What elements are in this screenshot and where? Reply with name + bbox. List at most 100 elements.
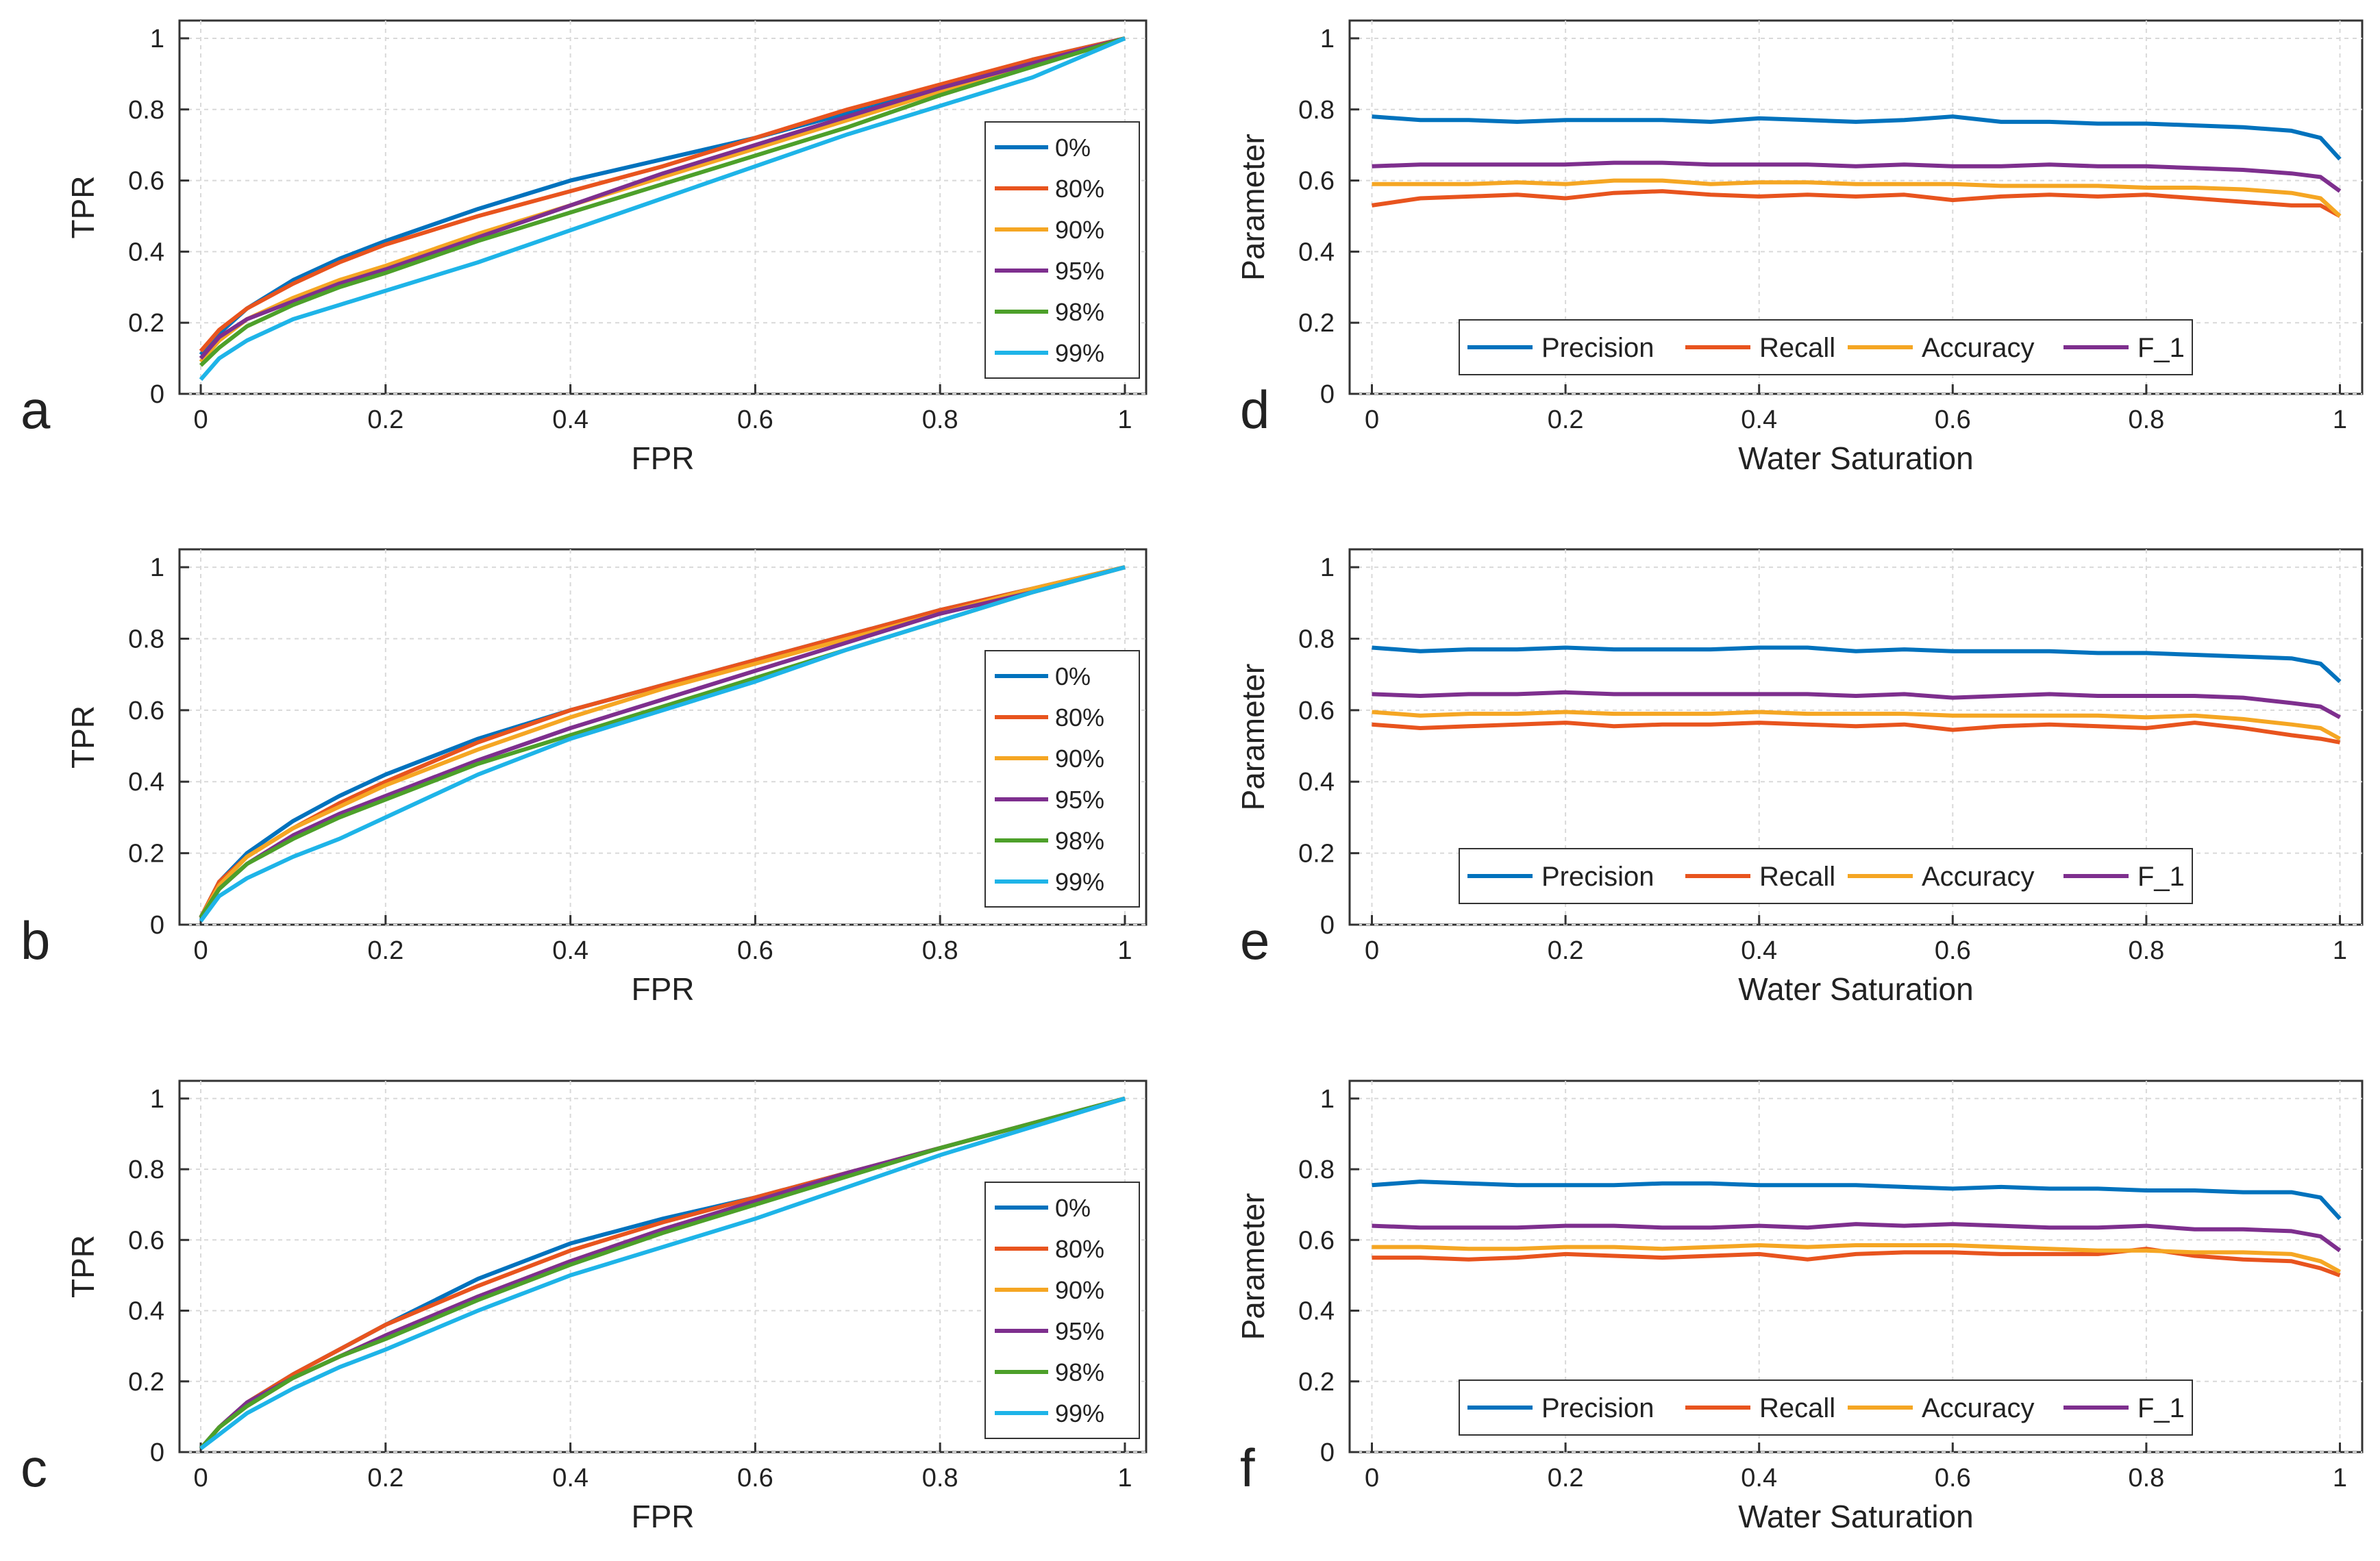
x-tick-label: 0.2 xyxy=(367,405,404,434)
x-tick-label: 0.4 xyxy=(1741,1464,1777,1493)
y-tick-label: 0.2 xyxy=(128,309,164,338)
y-tick-label: 1 xyxy=(1320,553,1335,582)
x-tick-label: 0 xyxy=(1365,405,1379,434)
legend-entry: 0% xyxy=(1055,662,1091,690)
legend-entry: 90% xyxy=(1055,745,1104,773)
series-line-c-4 xyxy=(199,1096,1126,1450)
legend-entry: Accuracy xyxy=(1922,1393,2035,1423)
x-tick-label: 0.2 xyxy=(367,936,404,965)
series-line-e-2 xyxy=(1372,710,2341,741)
series-line-f-2 xyxy=(1372,1243,2341,1274)
legend-entry: F_1 xyxy=(2137,1393,2185,1423)
legend-entry: 95% xyxy=(1055,1317,1104,1345)
x-tick-label: 0 xyxy=(193,1464,208,1493)
legend-entry: 99% xyxy=(1055,868,1104,896)
series-line-a-1 xyxy=(199,36,1126,353)
panel-label: e xyxy=(1240,910,1269,971)
series-line-f-0 xyxy=(1372,1179,2342,1221)
x-tick-label: 1 xyxy=(2333,405,2347,434)
legend-entry: 99% xyxy=(1055,339,1104,367)
x-tick-label: 0.8 xyxy=(2128,1464,2164,1493)
panel-label: f xyxy=(1240,1438,1255,1498)
y-tick-label: 0 xyxy=(1320,380,1335,409)
y-tick-label: 0.4 xyxy=(128,768,164,797)
y-tick-label: 0.2 xyxy=(128,840,164,869)
y-tick-label: 0.8 xyxy=(128,96,164,125)
x-tick-label: 0.4 xyxy=(1741,405,1777,434)
legend-entry: 99% xyxy=(1055,1399,1104,1427)
y-tick-label: 0 xyxy=(150,380,164,409)
series-line-f-1 xyxy=(1372,1247,2341,1277)
series-line-c-5 xyxy=(199,1096,1126,1451)
series-line-d-0 xyxy=(1372,114,2342,161)
y-tick-label: 0.8 xyxy=(1298,625,1335,653)
legend: Precision Recall Accuracy F_1 xyxy=(1459,848,2193,904)
x-tick-label: 0.8 xyxy=(922,405,958,434)
y-tick-label: 0.4 xyxy=(1298,768,1335,797)
legend-entry: 95% xyxy=(1055,786,1104,814)
legend: 0% 80% 90% 95% 98% 99% xyxy=(984,650,1140,908)
y-axis-label: Parameter xyxy=(1235,664,1271,811)
y-tick-label: 1 xyxy=(150,1085,164,1114)
legend-box xyxy=(984,650,1140,908)
series-line-a-3 xyxy=(199,36,1126,360)
legend-entry: Precision xyxy=(1541,333,1654,363)
x-tick-label: 0.6 xyxy=(737,936,773,965)
y-tick-label: 0 xyxy=(1320,911,1335,940)
legend: Precision Recall Accuracy F_1 xyxy=(1459,319,2193,375)
y-tick-label: 0.2 xyxy=(1298,309,1335,338)
y-tick-label: 0.6 xyxy=(128,697,164,725)
y-tick-label: 1 xyxy=(150,25,164,53)
y-tick-label: 0.8 xyxy=(128,1156,164,1184)
legend-entry: Recall xyxy=(1759,862,1835,892)
y-tick-label: 1 xyxy=(150,553,164,582)
series-line-d-2 xyxy=(1372,178,2342,218)
legend-entry: Accuracy xyxy=(1922,333,2035,363)
y-tick-label: 0 xyxy=(150,1438,164,1467)
x-tick-label: 0.6 xyxy=(1935,936,1971,965)
legend: 0% 80% 90% 95% 98% 99% xyxy=(984,1182,1140,1439)
legend-entry: 80% xyxy=(1055,175,1104,203)
series-line-b-5 xyxy=(199,565,1126,923)
y-tick-label: 0.4 xyxy=(1298,238,1335,266)
x-tick-label: 0.2 xyxy=(367,1464,404,1493)
legend-entry: F_1 xyxy=(2137,333,2185,363)
y-tick-label: 1 xyxy=(1320,1085,1335,1114)
y-tick-label: 0.4 xyxy=(128,238,164,266)
legend-entry: Recall xyxy=(1759,333,1835,363)
x-tick-label: 0.2 xyxy=(1548,1464,1584,1493)
x-axis-label: FPR xyxy=(632,440,695,476)
x-tick-label: 0.6 xyxy=(1935,405,1971,434)
chart-e: 0 0.2 0.4 0.6 0.8 1 0 0.2 0.4 0.6 0.8 1 Water Satura… xyxy=(1235,548,2364,1007)
y-tick-label: 0.8 xyxy=(128,625,164,653)
series-line-e-1 xyxy=(1372,721,2341,745)
x-axis-label: FPR xyxy=(632,1499,695,1534)
y-tick-label: 0.8 xyxy=(1298,1156,1335,1184)
series-line-e-0 xyxy=(1372,645,2342,684)
x-tick-label: 0.4 xyxy=(1741,936,1777,965)
series-line-a-5 xyxy=(199,36,1126,382)
x-tick-label: 0.6 xyxy=(1935,1464,1971,1493)
y-axis-label: TPR xyxy=(65,176,101,239)
y-tick-label: 0.6 xyxy=(1298,1226,1335,1255)
x-tick-label: 0.6 xyxy=(737,405,773,434)
series-line-e-3 xyxy=(1372,690,2341,719)
legend-entry: 80% xyxy=(1055,1235,1104,1263)
x-tick-label: 0.2 xyxy=(1548,936,1584,965)
panel-label: a xyxy=(21,379,51,440)
x-tick-label: 1 xyxy=(2333,936,2347,965)
series-line-a-4 xyxy=(199,36,1126,367)
x-tick-label: 0.6 xyxy=(737,1464,773,1493)
x-tick-label: 0.4 xyxy=(552,405,588,434)
y-axis-label: TPR xyxy=(65,705,101,769)
panel-label: c xyxy=(21,1438,47,1498)
legend-box xyxy=(984,121,1140,379)
y-tick-label: 0.4 xyxy=(1298,1297,1335,1326)
legend-entry: 98% xyxy=(1055,298,1104,326)
panel-label: d xyxy=(1240,379,1269,440)
series-line-f-3 xyxy=(1372,1222,2342,1253)
y-tick-label: 1 xyxy=(1320,25,1335,53)
x-axis-label: Water Saturation xyxy=(1738,440,1973,476)
x-tick-label: 0.8 xyxy=(2128,936,2164,965)
legend-entry: 80% xyxy=(1055,703,1104,732)
